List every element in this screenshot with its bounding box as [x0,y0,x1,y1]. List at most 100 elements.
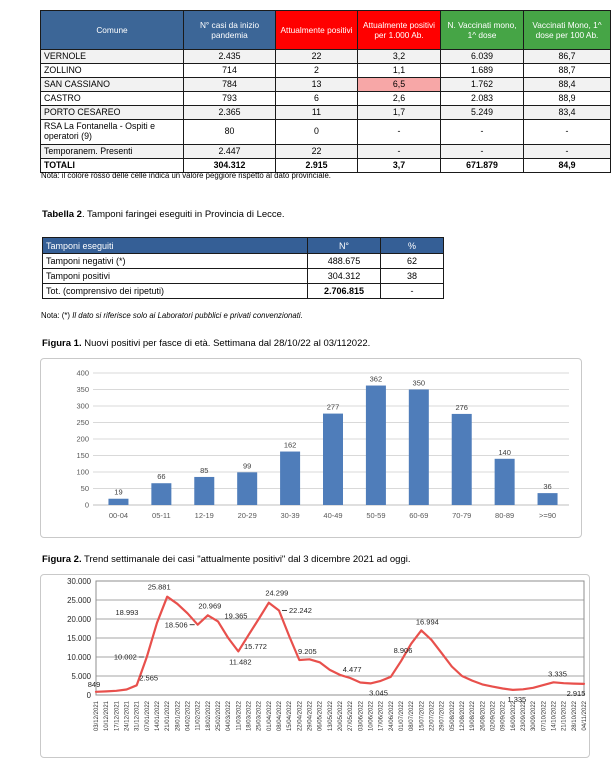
x-axis-date-label: 21/01/2022 [165,700,171,731]
value-cell: Tot. (comprensivo dei ripetuti) [42,283,308,299]
y-axis-tick-label: 50 [81,484,89,493]
value-cell: - [357,119,441,145]
bar [494,458,515,505]
y-axis-tick-label: 10.000 [67,653,92,662]
comune-cell: PORTO CESAREO [40,105,184,120]
value-cell: 1.762 [440,77,524,92]
column-header: N° casi da inizio pandemia [183,10,276,50]
value-cell: 2.083 [440,91,524,106]
value-cell: 88,9 [523,91,611,106]
tabella2-caption: Tabella 2. Tamponi faringei eseguiti in … [42,209,285,220]
bar-value-label: 19 [114,488,122,497]
x-axis-date-label: 02/09/2022 [491,700,497,731]
value-cell: 11 [275,105,358,120]
column-header: Attualmente positivi [275,10,358,50]
value-cell: 2,6 [357,91,441,106]
value-cell: 0 [275,119,358,145]
x-axis-date-label: 09/09/2022 [501,700,507,731]
value-cell: 6.039 [440,49,524,64]
bar [194,476,215,505]
value-cell: 38 [380,268,444,284]
bar-value-label: 362 [370,375,383,384]
value-cell: 304.312 [183,158,276,173]
table-row: Temporanem. Presenti 2.447 22- - - [40,144,611,159]
x-axis-date-label: 24/12/2021 [125,700,131,731]
value-cell: 5.249 [440,105,524,120]
data-point-label: 24.299 [265,589,288,598]
x-axis-date-label: 10/12/2021 [104,700,110,731]
x-axis-category-label: 20-29 [238,511,257,520]
tabella2-note-prefix: Nota: (*) [41,311,73,320]
data-point-label: 9.205 [298,647,317,656]
bar [237,472,258,505]
y-axis-tick-label: 0 [85,501,89,510]
figura2-caption-bold: Figura 2. [42,554,82,565]
value-cell: 84,9 [523,158,611,173]
x-axis-date-label: 25/02/2022 [216,700,222,731]
x-axis-date-label: 19/08/2022 [470,700,476,731]
data-point-label: 25.881 [148,583,171,592]
column-header: Vaccinati Mono, 1^ dose per 100 Ab. [523,10,611,50]
bar-chart-nuovi-positivi: 0 50 100 150 200 250 300 350 400 19 00-04 66 05-11 85… [76,369,569,520]
bar [280,451,301,505]
table-row: Tot. (comprensivo dei ripetuti) 2.706.815… [42,283,444,299]
bar-value-label: 36 [543,482,551,491]
value-cell: 22 [275,144,358,159]
x-axis-date-label: 03/06/2022 [358,700,364,731]
column-header: N. Vaccinati mono, 1^ dose [440,10,524,50]
bar [151,483,172,505]
bar-value-label: 66 [157,472,165,481]
value-cell: 488.675 [307,253,381,269]
value-cell: 671.879 [440,158,524,173]
bar [451,413,472,505]
x-axis-date-label: 23/09/2022 [521,700,527,731]
x-axis-date-label: 13/05/2022 [328,700,334,731]
comune-cell: VERNOLE [40,49,184,64]
value-cell: - [440,144,524,159]
comuni-covid-table: Comune N° casi da inizio pandemia Attualme… [40,10,611,173]
column-header: Attualmente positivi per 1.000 Ab. [357,10,441,50]
x-axis-date-label: 04/02/2022 [186,700,192,731]
comune-cell: CASTRO [40,91,184,106]
value-cell: 6 [275,91,358,106]
x-axis-date-label: 27/05/2022 [348,700,354,731]
x-axis-date-label: 15/04/2022 [287,700,293,731]
y-axis-tick-label: 100 [76,468,89,477]
tabella2-note-italic: Il dato si riferisce solo ai Laboratori … [72,311,303,320]
x-axis-date-label: 30/09/2022 [531,700,537,731]
x-axis-date-label: 05/08/2022 [450,700,456,731]
table-row: PORTO CESAREO 2.365 11 1,7 5.249 83,4 [40,105,611,120]
data-point-label: 4.477 [343,665,362,674]
value-cell: 2.447 [183,144,276,159]
x-axis-date-label: 14/01/2022 [155,700,161,731]
trend-line [94,595,586,693]
y-axis-tick-label: 250 [76,418,89,427]
value-cell: 2.365 [183,105,276,120]
value-cell: 3,7 [357,158,441,173]
comune-cell: ZOLLINO [40,63,184,78]
tabella2-caption-bold: Tabella 2 [42,209,82,220]
x-axis-date-label: 08/04/2022 [277,700,283,731]
x-axis-date-label: 04/11/2022 [582,700,587,730]
tamponi-table-header: Tamponi eseguiti N°% [42,237,444,254]
x-axis-category-label: 00-04 [109,511,128,520]
data-point-label: 16.994 [416,617,439,626]
value-cell: 22 [275,49,358,64]
data-point-label: 10.002 [114,653,137,662]
figura2-caption-rest: Trend settimanale dei casi "attualmente … [81,554,411,565]
y-axis-tick-label: 5.000 [71,672,91,681]
y-axis-tick-label: 0 [87,691,92,700]
table-row: TOTALI 304.312 2.915 3,7 671.879 84,9 [40,158,611,173]
column-header: N° [307,237,381,254]
comune-cell: TOTALI [40,158,184,173]
x-axis-date-label: 25/03/2022 [257,700,263,731]
y-axis-tick-label: 150 [76,451,89,460]
table-row: ZOLLINO 714 2 1,1 1.689 88,7 [40,63,611,78]
tabella2-caption-rest: . Tamponi faringei eseguiti in Provincia… [81,209,285,220]
value-cell: 2.435 [183,49,276,64]
table-row: RSA La Fontanella - Ospiti e operatori (… [40,119,611,145]
figura1-bar-chart-frame: 0 50 100 150 200 250 300 350 400 19 00-04 66 05-11 85… [40,358,582,538]
x-axis-category-label: 60-69 [409,511,428,520]
table-row: CASTRO 793 6 2,6 2.083 88,9 [40,91,611,106]
value-cell: 2.915 [275,158,358,173]
